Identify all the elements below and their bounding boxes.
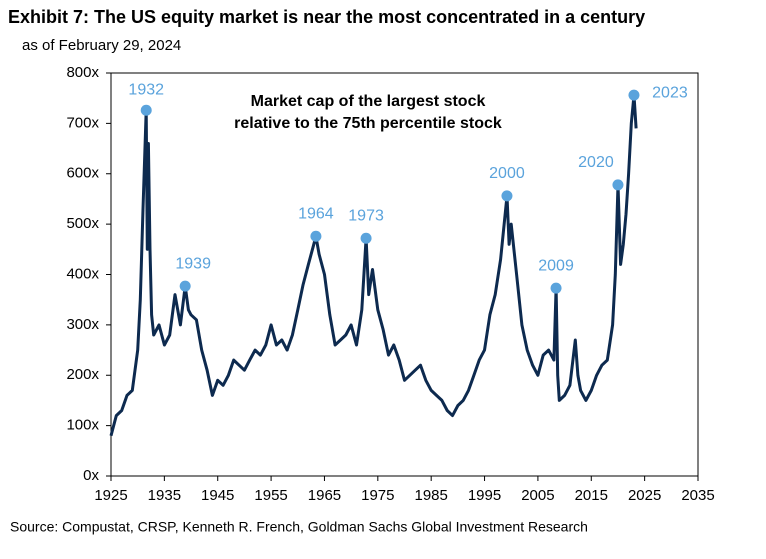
- peak-label: 1964: [298, 205, 334, 222]
- peak-label: 2023: [652, 84, 688, 101]
- x-tick-label: 1935: [148, 487, 181, 504]
- y-tick-label: 0x: [83, 467, 99, 484]
- x-tick-label: 2025: [628, 487, 661, 504]
- peak-label: 1973: [348, 207, 384, 224]
- peak-label: 1932: [128, 81, 164, 98]
- chart-subtitle: as of February 29, 2024: [22, 37, 181, 54]
- peak-marker: [612, 179, 624, 191]
- x-tick-label: 1955: [254, 487, 287, 504]
- y-tick-label: 200x: [66, 366, 99, 383]
- chart-title: Exhibit 7: The US equity market is near …: [8, 7, 645, 27]
- annotation: Market cap of the largest stock: [251, 93, 486, 110]
- x-tick-label: 1995: [468, 487, 501, 504]
- x-tick-label: 2015: [575, 487, 608, 504]
- x-tick-label: 1975: [361, 487, 394, 504]
- plot-frame: [110, 72, 699, 477]
- y-tick-label: 600x: [66, 165, 99, 182]
- y-tick-label: 100x: [66, 417, 99, 434]
- peak-marker: [310, 230, 322, 242]
- peak-label: 1939: [175, 255, 211, 272]
- peak-label: 2000: [489, 165, 525, 182]
- peak-marker: [360, 232, 372, 244]
- x-tick-label: 1925: [94, 487, 127, 504]
- peak-label: 2009: [538, 257, 574, 274]
- x-tick-label: 1945: [201, 487, 234, 504]
- y-tick-label: 400x: [66, 265, 99, 282]
- y-tick-label: 800x: [66, 64, 99, 81]
- peak-label: 2020: [578, 154, 614, 171]
- x-tick-label: 2035: [681, 487, 714, 504]
- peak-marker: [179, 280, 191, 292]
- peak-marker: [550, 282, 562, 294]
- x-tick-label: 1965: [308, 487, 341, 504]
- y-tick-label: 700x: [66, 114, 99, 131]
- source: Source: Compustat, CRSP, Kenneth R. Fren…: [10, 519, 588, 535]
- x-tick-label: 1985: [414, 487, 447, 504]
- y-tick-label: 500x: [66, 215, 99, 232]
- x-tick-label: 2005: [521, 487, 554, 504]
- y-tick-label: 300x: [66, 316, 99, 333]
- peak-marker: [501, 190, 513, 202]
- annotation: relative to the 75th percentile stock: [234, 115, 502, 132]
- peak-marker: [140, 104, 152, 116]
- peak-marker: [628, 89, 640, 101]
